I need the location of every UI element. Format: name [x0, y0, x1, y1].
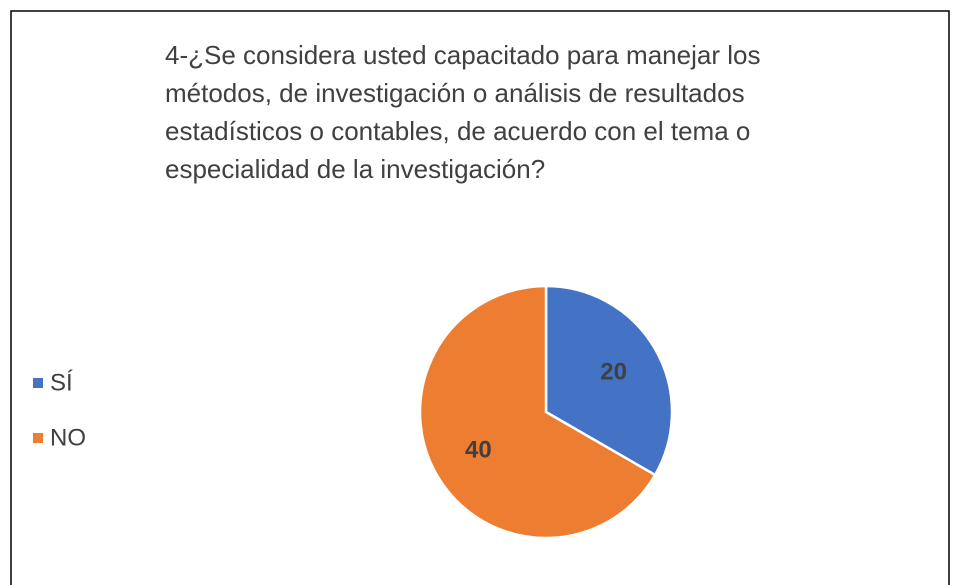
legend-swatch [33, 433, 43, 443]
legend-label: SÍ [50, 369, 73, 396]
chart-title: 4-¿Se considera usted capacitado para ma… [165, 40, 761, 184]
frame [10, 10, 950, 585]
legend-swatch [33, 378, 43, 388]
legend-label: NO [50, 424, 86, 451]
pie-slice [418, 284, 657, 540]
pie-slice [544, 284, 674, 477]
data-label: 40 [465, 436, 492, 463]
data-label: 20 [600, 358, 627, 385]
